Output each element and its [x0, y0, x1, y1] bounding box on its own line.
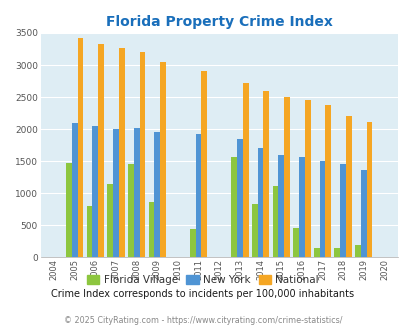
Bar — [77, 38, 83, 257]
Bar — [92, 126, 98, 257]
Bar — [128, 164, 133, 257]
Bar — [345, 116, 351, 257]
Bar — [66, 163, 72, 257]
Bar — [304, 100, 310, 257]
Text: Crime Index corresponds to incidents per 100,000 inhabitants: Crime Index corresponds to incidents per… — [51, 289, 354, 299]
Bar — [284, 97, 289, 257]
Bar — [319, 161, 324, 257]
Bar — [107, 184, 113, 257]
Bar — [113, 129, 119, 257]
Bar — [277, 155, 284, 257]
Bar — [119, 49, 124, 257]
Bar — [257, 148, 263, 257]
Bar — [334, 248, 339, 257]
Bar — [366, 122, 371, 257]
Bar — [201, 72, 207, 257]
Title: Florida Property Crime Index: Florida Property Crime Index — [106, 15, 332, 29]
Bar — [272, 186, 277, 257]
Legend: Florida Village, New York, National: Florida Village, New York, National — [83, 271, 322, 289]
Bar — [154, 132, 160, 257]
Bar — [242, 83, 248, 257]
Bar — [133, 128, 139, 257]
Bar — [98, 44, 104, 257]
Bar — [190, 229, 195, 257]
Text: © 2025 CityRating.com - https://www.cityrating.com/crime-statistics/: © 2025 CityRating.com - https://www.city… — [64, 316, 341, 325]
Bar — [195, 134, 201, 257]
Bar — [292, 228, 298, 257]
Bar — [86, 206, 92, 257]
Bar — [324, 106, 330, 257]
Bar — [360, 170, 366, 257]
Bar — [148, 202, 154, 257]
Bar — [160, 62, 166, 257]
Bar — [231, 157, 237, 257]
Bar — [298, 157, 304, 257]
Bar — [339, 164, 345, 257]
Bar — [139, 51, 145, 257]
Bar — [354, 245, 360, 257]
Bar — [251, 204, 257, 257]
Bar — [263, 91, 269, 257]
Bar — [237, 140, 242, 257]
Bar — [72, 123, 77, 257]
Bar — [313, 248, 319, 257]
